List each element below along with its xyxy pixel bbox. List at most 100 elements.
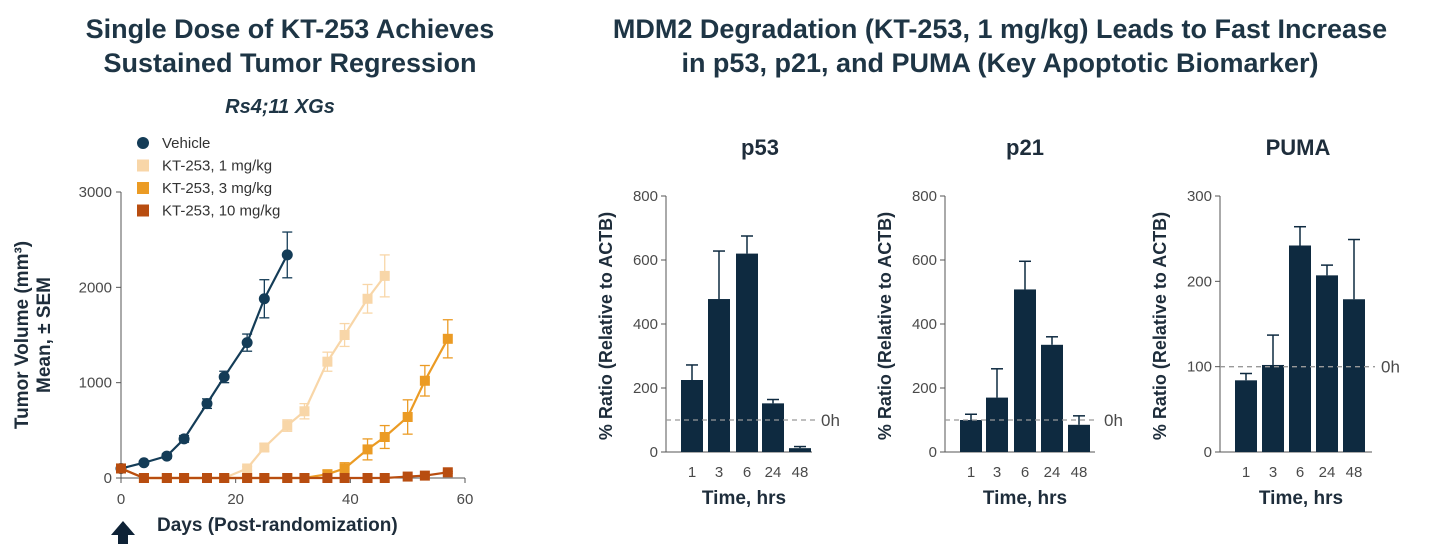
x-tick-label: 6 (743, 464, 751, 481)
bar-chart-title: p53 (741, 135, 779, 160)
left-panel-title: Single Dose of KT-253 Achieves Sustained… (40, 12, 540, 80)
x-axis-label: Time, hrs (1259, 488, 1343, 509)
y-tick-label: 100 (1187, 359, 1212, 376)
y-tick-label: 600 (633, 252, 658, 269)
bar (762, 403, 784, 452)
legend-marker (137, 137, 149, 149)
bar (960, 420, 982, 452)
dosing-arrow-icon (111, 521, 135, 544)
x-tick-label: 24 (1319, 464, 1336, 481)
bar (681, 380, 703, 452)
legend-label: KT-253, 10 mg/kg (162, 203, 280, 220)
y-tick-label: 400 (633, 316, 658, 333)
legend-marker (137, 204, 149, 217)
data-point (281, 249, 293, 261)
x-tick-label: 20 (227, 491, 244, 508)
y-tick-label: 800 (633, 188, 658, 205)
data-point (419, 375, 430, 386)
y-tick-label: 0 (1204, 444, 1212, 461)
y-tick-label: 1000 (79, 375, 112, 392)
bar-chart-title: PUMA (1266, 135, 1331, 160)
right-panel-title: MDM2 Degradation (KT-253, 1 mg/kg) Leads… (560, 12, 1429, 80)
bar (1041, 344, 1063, 452)
left-title-line-1: Single Dose of KT-253 Achieves (85, 14, 495, 44)
x-tick-label: 24 (765, 464, 782, 481)
y-axis-label: Tumor Volume (mm³)Mean, ± SEM (12, 241, 55, 429)
y-axis-label: % Ratio (Relative to ACTB) (596, 212, 616, 440)
y-tick-label: 0 (929, 444, 937, 461)
data-point (116, 463, 126, 474)
y-tick-label: 200 (912, 380, 937, 397)
legend-marker (137, 159, 149, 172)
x-tick-label: 0 (117, 491, 125, 508)
y-tick-label: 600 (912, 252, 937, 269)
data-point (161, 473, 172, 483)
data-point (419, 470, 430, 481)
data-point (362, 473, 373, 483)
y-tick-label: 200 (633, 380, 658, 397)
x-axis-label: Time, hrs (983, 488, 1067, 509)
x-tick-label: 3 (715, 464, 723, 481)
bar (789, 448, 811, 452)
left-title-line-2: Sustained Tumor Regression (103, 48, 477, 78)
data-point (242, 463, 253, 474)
y-tick-label: 3000 (79, 184, 112, 201)
y-tick-label: 800 (912, 188, 937, 205)
reference-label: 0h (1104, 411, 1123, 430)
bar (1289, 245, 1311, 452)
data-point (258, 293, 270, 305)
y-tick-label: 2000 (79, 279, 112, 296)
y-tick-label: 0 (104, 470, 112, 487)
data-point (282, 473, 293, 483)
bar (1068, 424, 1090, 452)
x-axis-label: Time, hrs (702, 488, 786, 509)
data-point (282, 420, 293, 431)
data-point (402, 411, 413, 422)
reference-label: 0h (821, 411, 840, 430)
bar (708, 299, 730, 452)
data-point (442, 467, 453, 478)
legend-label: KT-253, 1 mg/kg (162, 158, 272, 175)
data-point (339, 330, 350, 340)
x-tick-label: 24 (1044, 464, 1061, 481)
data-point (242, 473, 253, 483)
y-tick-label: 400 (912, 316, 937, 333)
y-axis-label-line-2: Mean, ± SEM (34, 277, 55, 393)
data-point (202, 473, 212, 483)
legend-label: Vehicle (162, 135, 210, 152)
bar (1235, 380, 1257, 452)
y-axis-label-line-1: Tumor Volume (mm³) (12, 241, 33, 429)
data-point (322, 356, 333, 367)
data-point (339, 473, 350, 483)
line-chart-subtitle: Rs4;11 XGs (225, 96, 335, 118)
bar (1262, 364, 1284, 452)
x-tick-label: 60 (457, 491, 474, 508)
x-tick-label: 40 (342, 491, 359, 508)
x-tick-label: 48 (1346, 464, 1363, 481)
x-tick-label: 48 (792, 464, 809, 481)
right-title-line-1: MDM2 Degradation (KT-253, 1 mg/kg) Leads… (612, 14, 1388, 44)
series-line (120, 275, 386, 480)
data-point (179, 473, 190, 483)
data-point (218, 371, 230, 383)
legend-marker (137, 182, 149, 194)
data-point (442, 333, 453, 344)
data-point (241, 337, 253, 349)
bar (1316, 275, 1338, 452)
bar-chart-title: p21 (1006, 135, 1044, 160)
x-tick-label: 48 (1071, 464, 1088, 481)
data-point (379, 473, 390, 483)
data-point (379, 270, 390, 281)
y-axis-label: % Ratio (Relative to ACTB) (1150, 212, 1170, 440)
right-title-line-2: in p53, p21, and PUMA (Key Apoptotic Bio… (681, 48, 1319, 78)
legend-label: KT-253, 3 mg/kg (162, 180, 272, 197)
data-point (219, 473, 230, 483)
data-point (322, 473, 333, 483)
data-point (259, 442, 270, 453)
y-axis-label: % Ratio (Relative to ACTB) (875, 212, 895, 440)
bar (1343, 299, 1365, 452)
x-tick-label: 1 (688, 464, 696, 481)
data-point (339, 463, 350, 474)
x-tick-label: 3 (993, 464, 1001, 481)
bar (986, 397, 1008, 452)
